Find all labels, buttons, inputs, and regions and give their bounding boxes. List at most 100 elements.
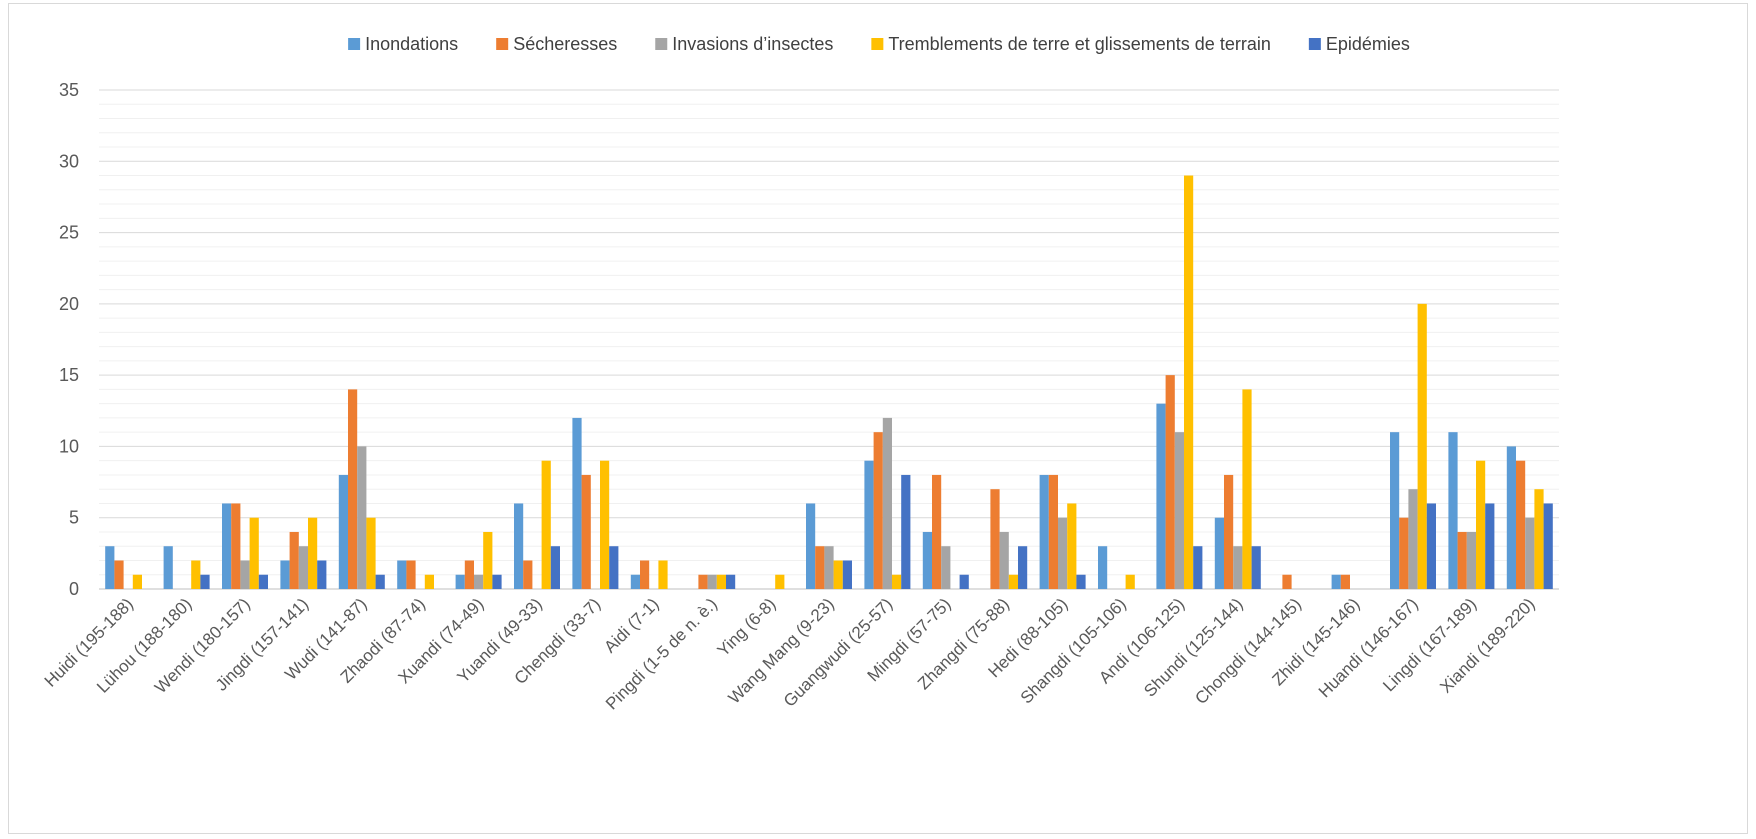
bar: [707, 574, 717, 589]
bar: [1251, 546, 1261, 589]
bar: [1048, 474, 1058, 589]
bar: [424, 574, 434, 589]
bar: [550, 546, 560, 589]
bar: [308, 517, 318, 589]
bar: [1224, 474, 1234, 589]
bar: [1193, 546, 1203, 589]
bar: [348, 389, 358, 589]
bar: [474, 574, 484, 589]
bar: [842, 560, 852, 589]
bar: [609, 546, 619, 589]
bar: [1543, 503, 1553, 589]
x-category-label: Chongdi (144-145): [1191, 594, 1305, 708]
bar: [455, 574, 465, 589]
y-tick-label: 15: [59, 365, 79, 385]
bar: [600, 460, 610, 589]
bar: [1067, 503, 1077, 589]
y-tick-label: 0: [69, 579, 79, 599]
legend-swatch: [1308, 38, 1321, 50]
bar: [222, 503, 232, 589]
bar: [873, 432, 883, 589]
bar: [357, 446, 367, 589]
legend-label: Epidémies: [1326, 34, 1410, 54]
y-tick-label: 35: [59, 80, 79, 100]
bar: [833, 560, 843, 589]
bar: [1156, 403, 1166, 589]
bar: [1214, 517, 1224, 589]
bar: [366, 517, 376, 589]
bar: [1466, 531, 1476, 589]
bar: [1534, 489, 1544, 589]
bar: [1165, 375, 1175, 589]
x-category-label: Aidi (7-1): [600, 594, 662, 656]
legend-swatch: [655, 38, 668, 50]
bar: [1242, 389, 1252, 589]
bar: [298, 546, 308, 589]
bar: [630, 574, 640, 589]
bar: [999, 531, 1009, 589]
bar: [1058, 517, 1068, 589]
bar: [1457, 531, 1467, 589]
bar: [105, 546, 115, 589]
bar: [1184, 175, 1194, 590]
bar: [523, 560, 533, 589]
bar: [922, 531, 932, 589]
chart-frame: 0 5 10 15 20 25 30 35 Huidi (195-188) Lühou (188-…: [8, 3, 1748, 834]
legend-label: Sécheresses: [513, 34, 617, 54]
bar: [492, 574, 502, 589]
bar: [1426, 503, 1436, 589]
bar: [1039, 474, 1049, 589]
legend-swatch: [496, 38, 509, 50]
bar: [901, 474, 911, 589]
y-tick-label: 10: [59, 436, 79, 456]
bar: [892, 574, 902, 589]
bar: [1174, 432, 1184, 589]
x-category-label: Wang Mang (9-23): [725, 594, 838, 707]
legend-swatch: [871, 38, 884, 50]
bar: [114, 560, 124, 589]
bar: [289, 531, 299, 589]
bar: [824, 546, 834, 589]
legend-label: Tremblements de terre et glissements de …: [888, 34, 1271, 54]
x-category-label: Guangwudi (25-57): [780, 594, 896, 710]
bar: [1476, 460, 1486, 589]
bar: [864, 460, 874, 589]
bar: [959, 574, 969, 589]
y-tick-label: 5: [69, 508, 79, 528]
bar: [806, 503, 816, 589]
bar: [775, 574, 785, 589]
bar: [1018, 546, 1028, 589]
bar: [1417, 303, 1427, 589]
legend: Inondations Sécheresses Invasions d’insect…: [348, 34, 1410, 54]
bar: [1076, 574, 1086, 589]
bar: [1331, 574, 1341, 589]
x-category-label: Pingdi (1-5 de n. è.): [602, 594, 721, 713]
bar: [1525, 517, 1535, 589]
y-tick-label: 25: [59, 223, 79, 243]
bar: [640, 560, 650, 589]
bar: [483, 531, 493, 589]
bar: [397, 560, 407, 589]
bar: [191, 560, 201, 589]
bar: [1125, 574, 1135, 589]
legend-label: Inondations: [365, 34, 458, 54]
bar: [249, 517, 259, 589]
bars: [105, 175, 1553, 590]
legend-label: Invasions d’insectes: [672, 34, 833, 54]
bar: [338, 474, 348, 589]
bar: [514, 503, 524, 589]
bar: [941, 546, 951, 589]
bar: [726, 574, 736, 589]
x-category-label: Shangdi (105-106): [1017, 594, 1130, 707]
bar: [1390, 432, 1400, 589]
y-tick-label: 20: [59, 294, 79, 314]
bar: [882, 417, 892, 589]
bar: [541, 460, 551, 589]
bar: [1506, 446, 1516, 589]
x-category-label: Shundi (125-144): [1140, 594, 1246, 700]
bar: [990, 489, 1000, 589]
legend-swatch: [348, 38, 361, 50]
bar: [464, 560, 474, 589]
